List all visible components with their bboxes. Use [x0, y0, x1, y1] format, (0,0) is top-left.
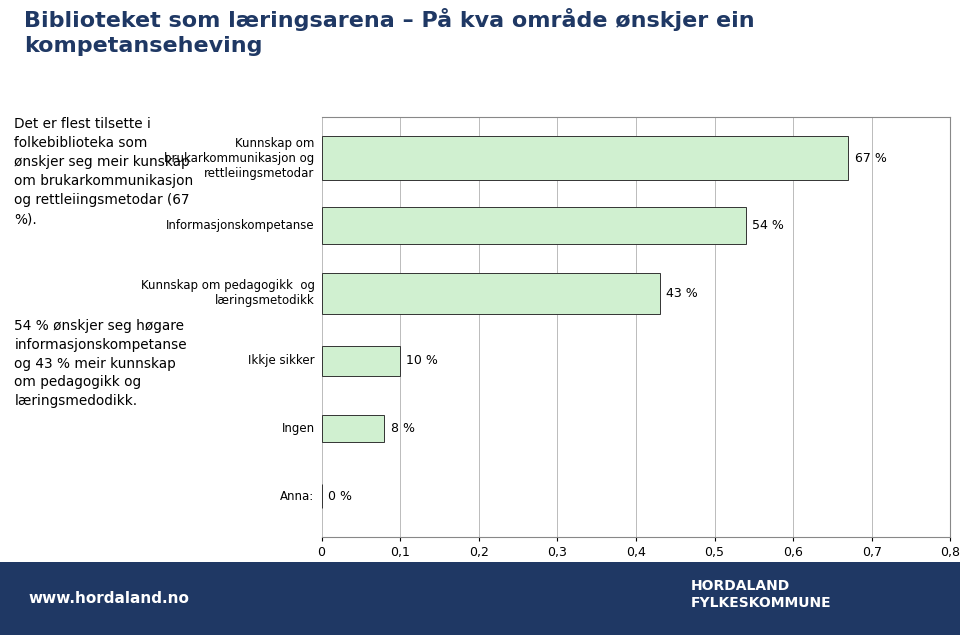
Text: 54 %: 54 % [753, 219, 784, 232]
Text: Det er flest tilsette i
folkebiblioteka som
ønskjer seg meir kunskap
om brukarko: Det er flest tilsette i folkebiblioteka … [14, 117, 194, 226]
Bar [322, 136, 849, 180]
Bar [322, 273, 660, 314]
Text: 8 %: 8 % [391, 422, 415, 435]
Bar [322, 415, 384, 442]
Text: www.hordaland.no: www.hordaland.no [29, 591, 190, 606]
Bar [322, 345, 400, 376]
Text: 54 % ønskjer seg høgare
informasjonskompetanse
og 43 % meir kunnskap
om pedagogi: 54 % ønskjer seg høgare informasjonskomp… [14, 319, 187, 408]
Text: 0 %: 0 % [328, 490, 352, 502]
Text: Biblioteket som læringsarena – På kva område ønskjer ein
kompetanseheving: Biblioteket som læringsarena – På kva om… [24, 8, 755, 56]
Text: 67 %: 67 % [854, 152, 886, 164]
Bar [322, 207, 746, 244]
FancyBboxPatch shape [0, 562, 960, 635]
Text: 10 %: 10 % [406, 354, 439, 367]
Text: HORDALAND
FYLKESKOMMUNE: HORDALAND FYLKESKOMMUNE [691, 579, 831, 610]
Text: 43 %: 43 % [666, 287, 698, 300]
